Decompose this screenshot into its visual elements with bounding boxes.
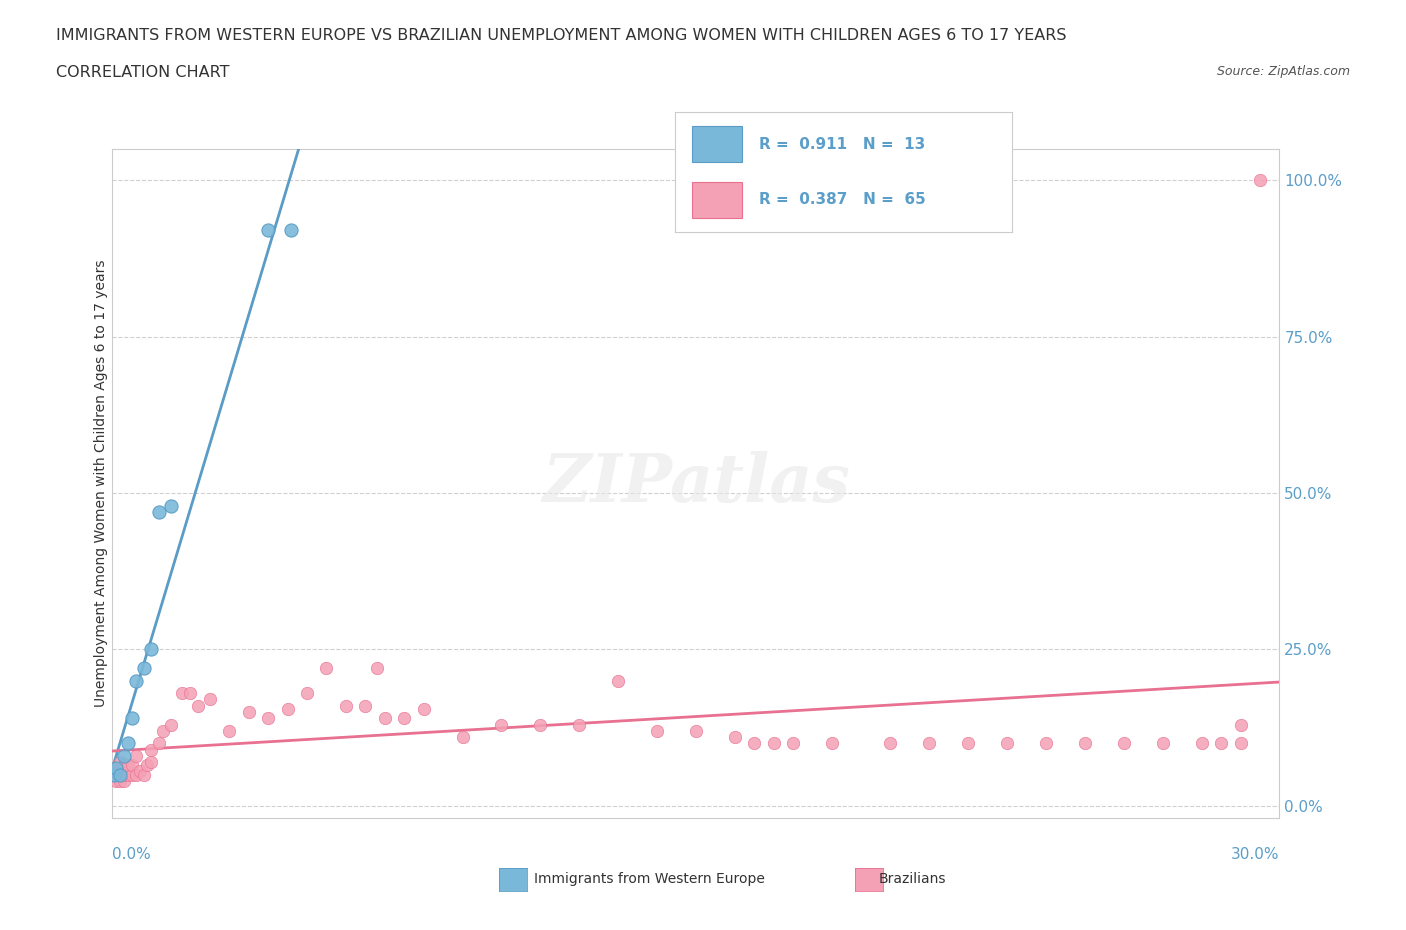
Point [685, 724, 707, 738]
Point [112, 767, 135, 782]
Point [257, 222, 280, 237]
Point [187, 698, 209, 713]
Point [112, 749, 135, 764]
Point [121, 767, 143, 782]
Point [821, 736, 844, 751]
Point [110, 767, 132, 782]
Point [121, 711, 143, 725]
Point [335, 698, 357, 713]
Point [568, 717, 591, 732]
Point [315, 661, 337, 676]
Point [125, 767, 148, 782]
Point [105, 761, 128, 776]
Point [141, 754, 163, 769]
Point [112, 774, 135, 789]
Text: R =  0.911   N =  13: R = 0.911 N = 13 [759, 137, 925, 152]
Point [1074, 736, 1097, 751]
Point [128, 764, 150, 779]
Text: Immigrants from Western Europe: Immigrants from Western Europe [534, 871, 765, 886]
Point [125, 749, 148, 764]
Point [141, 642, 163, 657]
Text: CORRELATION CHART: CORRELATION CHART [56, 65, 229, 80]
Text: 30.0%: 30.0% [1232, 846, 1279, 861]
Point [1035, 736, 1057, 751]
Point [724, 730, 747, 745]
Point [280, 222, 302, 237]
Point [392, 711, 416, 725]
Point [218, 724, 240, 738]
Point [110, 767, 132, 782]
Point [172, 685, 194, 700]
Point [1249, 173, 1271, 188]
Point [160, 498, 183, 513]
Point [529, 717, 551, 732]
Text: Source: ZipAtlas.com: Source: ZipAtlas.com [1216, 65, 1350, 78]
Point [412, 701, 434, 716]
Point [152, 724, 174, 738]
Point [103, 767, 125, 782]
Point [1152, 736, 1174, 751]
Point [879, 736, 901, 751]
Point [762, 736, 785, 751]
Point [366, 661, 388, 676]
Point [491, 717, 513, 732]
Point [354, 698, 377, 713]
Text: R =  0.387   N =  65: R = 0.387 N = 65 [759, 193, 927, 207]
Point [179, 685, 201, 700]
Text: ZIPatlas: ZIPatlas [543, 451, 849, 516]
Y-axis label: Unemployment Among Women with Children Ages 6 to 17 years: Unemployment Among Women with Children A… [94, 259, 108, 708]
Point [141, 742, 163, 757]
Point [132, 661, 155, 676]
Point [117, 736, 139, 751]
Point [105, 761, 128, 776]
Point [957, 736, 980, 751]
Point [238, 705, 260, 720]
Point [160, 717, 183, 732]
Point [607, 673, 630, 688]
Point [295, 685, 318, 700]
FancyBboxPatch shape [692, 181, 742, 218]
Point [782, 736, 804, 751]
Point [276, 701, 298, 716]
Point [105, 764, 128, 779]
Point [132, 767, 155, 782]
Point [148, 504, 170, 519]
Point [103, 767, 125, 782]
Point [117, 758, 139, 773]
Point [918, 736, 941, 751]
Point [645, 724, 668, 738]
Point [1191, 736, 1213, 751]
Point [121, 758, 143, 773]
Text: 0.0%: 0.0% [112, 846, 152, 861]
Point [451, 730, 474, 745]
Point [1209, 736, 1232, 751]
Text: Brazilians: Brazilians [879, 871, 946, 886]
FancyBboxPatch shape [692, 126, 742, 163]
Point [374, 711, 396, 725]
Point [1229, 736, 1251, 751]
Text: IMMIGRANTS FROM WESTERN EUROPE VS BRAZILIAN UNEMPLOYMENT AMONG WOMEN WITH CHILDR: IMMIGRANTS FROM WESTERN EUROPE VS BRAZIL… [56, 28, 1067, 43]
Point [112, 758, 135, 773]
Point [742, 736, 765, 751]
Point [1112, 736, 1135, 751]
Point [117, 767, 139, 782]
Point [148, 736, 170, 751]
Point [105, 774, 128, 789]
Point [198, 692, 221, 707]
Point [995, 736, 1018, 751]
Point [110, 754, 132, 769]
Point [125, 673, 148, 688]
Point [1229, 717, 1251, 732]
Point [257, 711, 280, 725]
Point [110, 774, 132, 789]
Point [136, 758, 159, 773]
